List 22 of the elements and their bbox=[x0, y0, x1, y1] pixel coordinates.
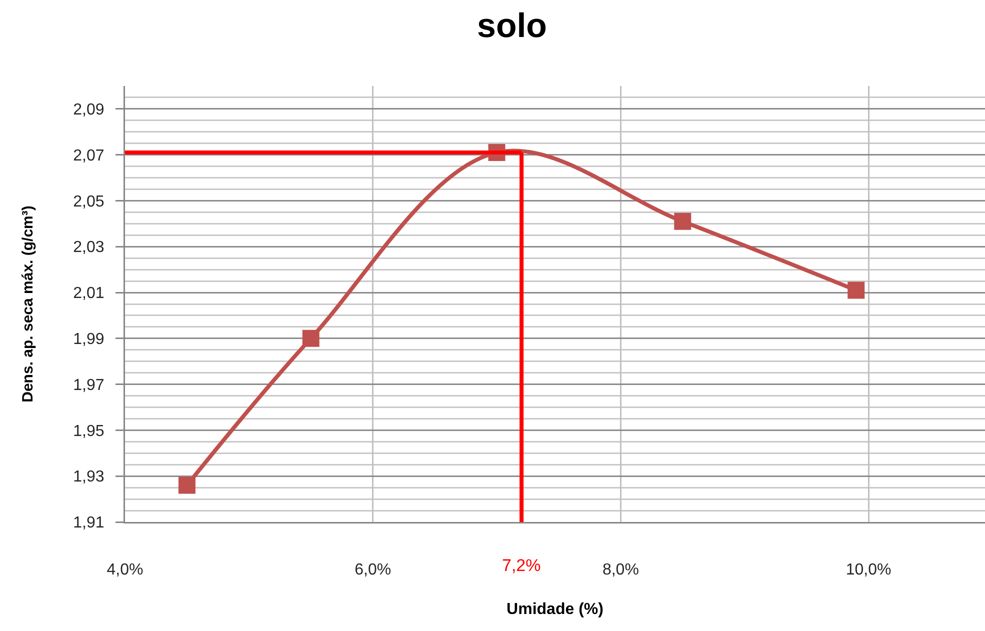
point bbox=[848, 282, 865, 299]
y-tick-label: 2,05 bbox=[73, 193, 104, 210]
y-tick-label: 2,03 bbox=[73, 239, 104, 256]
y-tick-label: 2,01 bbox=[73, 285, 104, 302]
x-tick-label: 10,0% bbox=[846, 562, 892, 579]
y-axis-title: Dens. ap. seca máx. (g/cm³) bbox=[20, 206, 37, 402]
y-tick-label: 1,91 bbox=[73, 514, 104, 532]
point bbox=[178, 476, 196, 494]
point bbox=[674, 212, 692, 230]
y-tick-label: 1,95 bbox=[73, 422, 104, 440]
y-tick-label: 1,97 bbox=[73, 376, 104, 394]
ref-line-label: 7,2% bbox=[502, 556, 541, 575]
x-axis-title: Umidade (%) bbox=[506, 601, 604, 618]
y-tick-label: 2,07 bbox=[73, 147, 104, 164]
x-tick-label: 6,0% bbox=[354, 562, 392, 579]
chart-title: solo bbox=[477, 6, 547, 45]
y-tick-label: 1,99 bbox=[73, 331, 104, 348]
y-tick-label: 1,93 bbox=[73, 468, 104, 486]
point bbox=[302, 330, 320, 347]
x-tick-label: 4,0% bbox=[106, 562, 144, 579]
y-tick-label: 2,09 bbox=[73, 102, 104, 119]
x-tick-label: 8,0% bbox=[602, 562, 639, 579]
